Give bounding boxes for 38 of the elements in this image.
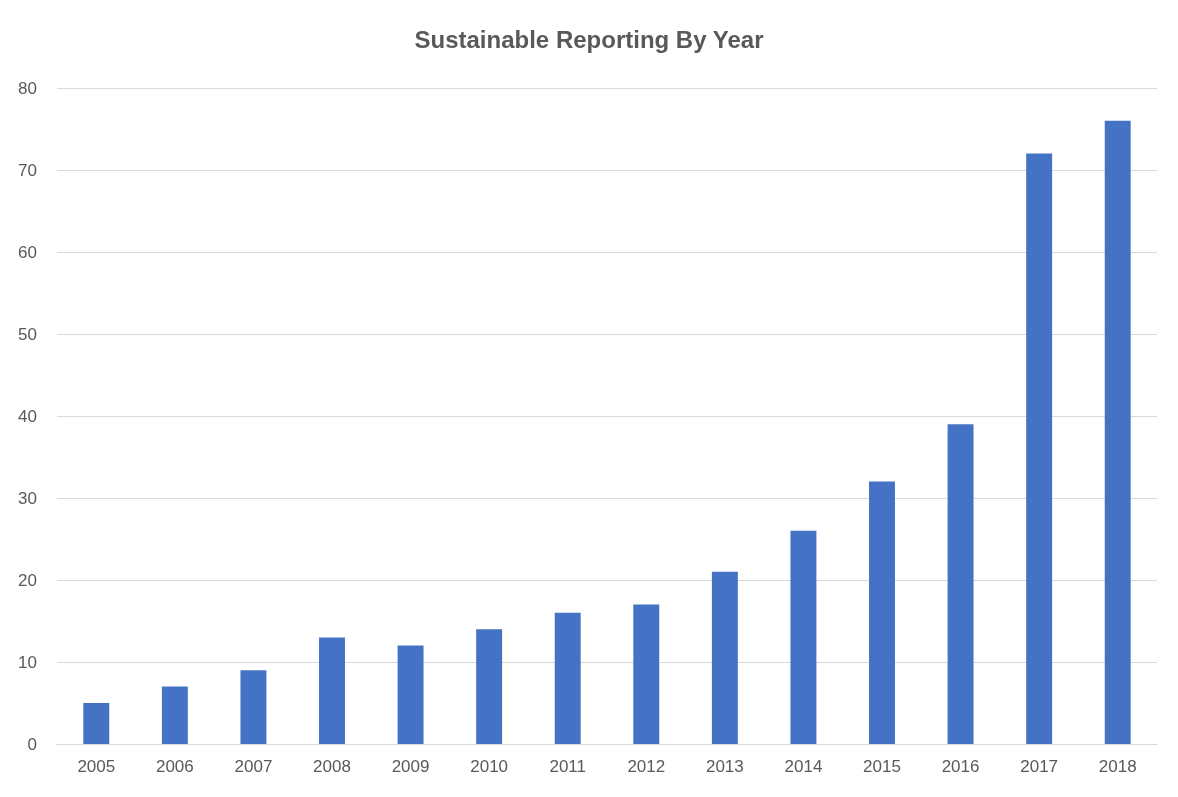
x-tick-label: 2009	[391, 757, 430, 776]
x-tick-label: 2013	[705, 757, 744, 776]
bar	[633, 604, 660, 744]
x-tick-label: 2005	[77, 757, 116, 776]
x-tick-label: 2008	[313, 757, 351, 776]
x-tick-label: 2010	[470, 757, 509, 776]
y-tick-label: 80	[18, 78, 37, 98]
y-tick-label: 40	[18, 406, 37, 426]
y-tick-label: 70	[18, 160, 37, 180]
bar	[1104, 120, 1131, 744]
x-tick-label: 2011	[549, 757, 586, 776]
x-tick-label: 2018	[1098, 757, 1137, 776]
x-tick-label: 2006	[155, 757, 194, 776]
chart-title: Sustainable Reporting By Year	[414, 25, 764, 53]
bar	[790, 530, 817, 744]
bar	[947, 424, 974, 744]
bar	[397, 645, 424, 744]
bar	[476, 629, 503, 744]
bar	[711, 571, 738, 744]
bar	[869, 481, 895, 744]
bar	[83, 703, 110, 744]
bar	[240, 670, 267, 744]
x-tick-label: 2007	[234, 757, 273, 776]
x-tick-label: 2014	[784, 757, 823, 776]
x-tick-label: 2017	[1020, 757, 1059, 776]
y-tick-label: 10	[18, 652, 37, 672]
x-tick-label: 2012	[627, 757, 666, 776]
y-tick-label: 20	[18, 570, 37, 590]
y-tick-label: 0	[27, 734, 37, 754]
bar	[319, 637, 345, 744]
y-tick-label: 60	[18, 242, 37, 262]
x-tick-label: 2015	[863, 757, 901, 776]
bar	[554, 612, 581, 744]
y-tick-label: 30	[18, 488, 37, 508]
y-tick-label: 50	[18, 324, 37, 344]
bar	[1026, 153, 1053, 744]
x-tick-label: 2016	[941, 757, 980, 776]
bar	[161, 686, 188, 744]
